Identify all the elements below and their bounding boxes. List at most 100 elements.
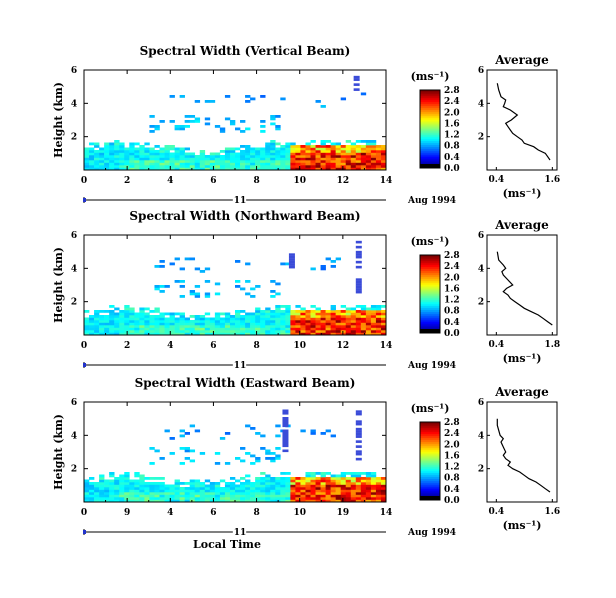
heatmap-cell <box>340 162 347 166</box>
heatmap-cell <box>350 157 357 161</box>
heatmap-cell <box>250 427 256 430</box>
colorbar-floor <box>420 496 440 500</box>
heatmap-cell <box>280 155 286 158</box>
date-right-label: Aug 1994 <box>407 528 456 538</box>
heatmap-cell <box>380 305 387 308</box>
heatmap-cell <box>360 167 367 171</box>
heatmap-cell <box>365 322 372 326</box>
colorbar-segment <box>420 148 440 151</box>
heatmap-cell <box>164 489 170 493</box>
heatmap-cell <box>164 327 170 331</box>
heatmap-cell <box>224 167 231 171</box>
colorbar-segment <box>420 425 440 429</box>
heatmap-cell <box>129 152 135 156</box>
heatmap-cell <box>109 312 115 316</box>
heatmap-cell <box>159 499 165 503</box>
heatmap-cell <box>134 150 140 153</box>
heatmap-cell <box>214 497 221 500</box>
heatmap-cell <box>245 325 251 328</box>
heatmap-cell <box>380 317 387 321</box>
heatmap-cell <box>214 487 221 490</box>
heatmap-cell <box>139 147 145 151</box>
heatmap-cell <box>240 165 246 168</box>
heatmap-cell <box>355 412 362 416</box>
colorbar-segment <box>420 260 440 264</box>
heatmap-cell <box>204 312 211 316</box>
heatmap-cell <box>174 157 180 161</box>
heatmap-cell <box>169 330 175 333</box>
heatmap-cell <box>109 310 115 313</box>
colorbar-segment <box>420 453 440 456</box>
heatmap-cell <box>330 497 336 500</box>
heatmap-cell <box>104 494 110 498</box>
heatmap-cell <box>325 162 331 166</box>
colorbar-segment <box>420 323 440 326</box>
heatmap-cell <box>285 327 291 331</box>
heatmap-cell <box>282 424 289 428</box>
panel-title: Spectral Width (Northward Beam) <box>129 209 360 223</box>
heatmap-cell <box>380 312 387 316</box>
heatmap-cell <box>139 307 145 311</box>
heatmap-cell <box>295 477 301 480</box>
heatmap-cell <box>214 320 221 323</box>
heatmap-cell <box>164 162 170 166</box>
heatmap-cell <box>380 322 387 326</box>
heatmap-cell <box>154 315 160 318</box>
heatmap-cell <box>325 157 331 161</box>
heatmap-cell <box>134 482 140 485</box>
heatmap-cell <box>310 167 316 171</box>
heatmap-cell <box>270 280 276 283</box>
colorbar-tick-label: 1.6 <box>444 119 460 129</box>
average-profile-line <box>496 251 553 326</box>
heatmap-cell <box>285 157 291 161</box>
heatmap-cell <box>104 499 110 503</box>
heatmap-cell <box>224 489 231 493</box>
heatmap-cell <box>310 312 316 316</box>
heatmap-cell <box>104 487 110 490</box>
heatmap-cell <box>240 477 246 480</box>
heatmap-cell <box>240 484 246 488</box>
heatmap-cell <box>320 310 326 313</box>
heatmap-cell <box>380 160 387 163</box>
heatmap-cell <box>330 499 336 503</box>
colorbar-segment <box>420 97 440 101</box>
heatmap-cell <box>290 494 296 498</box>
heatmap-cell <box>89 155 95 158</box>
heatmap-cell <box>169 157 175 161</box>
heatmap-cell <box>270 497 276 500</box>
heatmap-cell <box>345 487 352 490</box>
heatmap-cell <box>355 320 362 323</box>
heatmap-cell <box>265 492 271 495</box>
heatmap-cell <box>380 494 387 498</box>
heatmap-cell <box>229 160 236 163</box>
heatmap-cell <box>189 494 196 498</box>
heatmap-cell <box>305 315 311 318</box>
heatmap-cell <box>164 152 170 156</box>
heatmap-cell <box>119 160 125 163</box>
heatmap-cell <box>355 474 362 478</box>
heatmap-cell <box>224 487 231 490</box>
heatmap-cell <box>189 479 196 483</box>
heatmap-cell <box>89 484 95 488</box>
heatmap-cell <box>255 479 261 483</box>
heatmap-cell <box>360 310 367 313</box>
heatmap-cell <box>350 315 357 318</box>
heatmap-cell <box>345 165 352 168</box>
heatmap-cell <box>114 332 120 336</box>
heatmap-cell <box>310 497 316 500</box>
heatmap-cell <box>290 155 296 158</box>
heatmap-cell <box>219 155 226 158</box>
heatmap-cell <box>159 152 165 156</box>
heatmap-cell <box>265 332 271 336</box>
heatmap-cell <box>330 145 336 148</box>
heatmap-cell <box>114 145 120 148</box>
heatmap-cell <box>174 155 180 158</box>
heatmap-cell <box>340 305 347 308</box>
heatmap-cell <box>104 482 110 485</box>
heatmap-cell <box>295 160 301 163</box>
heatmap-cell <box>325 484 331 488</box>
heatmap-cell <box>159 285 165 288</box>
heatmap-cell <box>290 142 296 146</box>
heatmap-cell <box>129 499 135 503</box>
heatmap-cell <box>209 492 216 495</box>
